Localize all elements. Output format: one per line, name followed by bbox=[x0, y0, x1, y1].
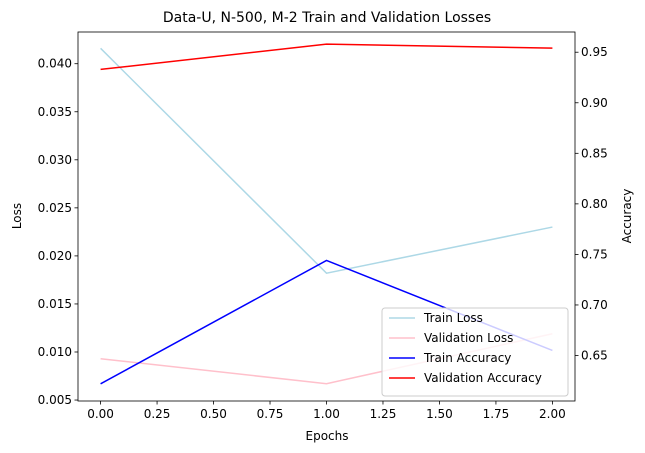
chart-title: Data-U, N-500, M-2 Train and Validation … bbox=[163, 10, 491, 26]
legend-box bbox=[381, 307, 569, 397]
x-tick-label: 0.25 bbox=[144, 407, 171, 421]
y2-tick-label: 0.70 bbox=[581, 298, 608, 312]
y-tick-label: 0.020 bbox=[38, 249, 72, 263]
x-tick-label: 1.00 bbox=[313, 407, 340, 421]
y2-tick-label: 0.85 bbox=[581, 146, 608, 160]
series-line-train-loss bbox=[100, 47, 553, 275]
y-axis-label: Loss bbox=[10, 203, 24, 229]
y-tick-label: 0.035 bbox=[38, 105, 72, 119]
legend-label-train-accuracy: Train Accuracy bbox=[423, 351, 511, 365]
y-tick-label: 0.015 bbox=[38, 297, 72, 311]
x-tick-label: 2.00 bbox=[539, 407, 566, 421]
y-tick-label: 0.010 bbox=[38, 345, 72, 359]
x-tick-label: 0.50 bbox=[200, 407, 227, 421]
y-tick-label: 0.005 bbox=[38, 393, 72, 407]
x-tick-label: 1.50 bbox=[426, 407, 453, 421]
legend-label-validation-loss: Validation Loss bbox=[424, 331, 513, 345]
axes: 0.00 0.25 0.50 0.75 1.00 1.25 1.50 1.75 2.00 0.00… bbox=[38, 31, 608, 421]
legend-label-train-loss: Train Loss bbox=[423, 311, 483, 325]
legend-label-validation-accuracy: Validation Accuracy bbox=[424, 371, 542, 385]
y2-tick-label: 0.95 bbox=[581, 45, 608, 59]
y2-tick-label: 0.80 bbox=[581, 197, 608, 211]
x-tick-label: 0.75 bbox=[257, 407, 284, 421]
y-tick-label: 0.030 bbox=[38, 153, 72, 167]
x-axis-label: Epochs bbox=[306, 429, 349, 443]
y2-tick-label: 0.65 bbox=[581, 349, 608, 363]
y2-tick-label: 0.75 bbox=[581, 247, 608, 261]
x-tick-label: 0.00 bbox=[87, 407, 114, 421]
series-line-validation-accuracy bbox=[100, 43, 553, 71]
legend: Train Loss Validation Loss Train Accuracy V… bbox=[381, 307, 569, 397]
y-tick-label: 0.025 bbox=[38, 201, 72, 215]
y2-axis-label: Accuracy bbox=[620, 189, 634, 244]
y-tick-label: 0.040 bbox=[38, 57, 72, 71]
x-tick-label: 1.25 bbox=[370, 407, 397, 421]
x-tick-label: 1.75 bbox=[483, 407, 510, 421]
y2-tick-label: 0.90 bbox=[581, 96, 608, 110]
